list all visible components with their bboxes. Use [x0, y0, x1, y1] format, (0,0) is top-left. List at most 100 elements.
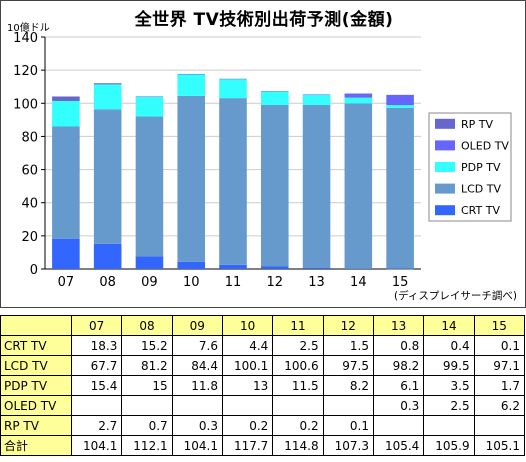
bar-pdp-tv-10 [177, 74, 206, 96]
table-cell: 4.4 [221, 335, 274, 356]
table-cell: 105.4 [372, 435, 425, 456]
table-cell: 98.2 [372, 355, 425, 376]
table-cell: 100.1 [221, 355, 274, 376]
table-row-label: OLED TV [0, 395, 72, 416]
legend-label: RP TV [461, 118, 493, 131]
table-cell: 2.5 [272, 335, 324, 356]
bar-oled-tv-14 [344, 93, 373, 98]
bar-pdp-tv-07 [52, 100, 80, 127]
bar-pdp-tv-11 [219, 79, 247, 99]
bar-crt-tv-12 [260, 266, 289, 269]
bar-pdp-tv-08 [93, 84, 122, 110]
table-cell: 104.1 [171, 435, 223, 456]
bar-oled-tv-13 [302, 94, 331, 95]
table-header-cell: 12 [322, 315, 374, 336]
legend-label: CRT TV [461, 204, 500, 217]
table-header-cell: 07 [70, 315, 123, 336]
table-cell: 0.2 [272, 415, 324, 436]
table-cell: 112.1 [121, 435, 173, 456]
bar-rp-tv-10 [177, 73, 206, 75]
x-tick-label: 14 [350, 275, 367, 290]
table-row: OLED TV 0.3 2.5 6.2 [0, 395, 526, 416]
table-cell: 7.6 [171, 335, 223, 356]
table-cell: 100.6 [272, 355, 324, 376]
bar-crt-tv-08 [93, 243, 122, 269]
bar-pdp-tv-14 [344, 97, 373, 104]
table-cell: 0.1 [473, 335, 526, 356]
table-row-label: 合計 [0, 435, 72, 456]
table-header-row: 07 08 09 10 11 12 13 14 15 [0, 315, 526, 336]
table-cell: 99.5 [423, 355, 475, 376]
bar-pdp-tv-13 [302, 94, 331, 105]
table-cell: 1.7 [473, 375, 526, 396]
table-cell: 15 [121, 375, 173, 396]
y-tick-label: 20 [21, 230, 38, 245]
table-cell: 0.3 [171, 415, 223, 436]
table-cell: 0.1 [322, 415, 374, 436]
table-cell [272, 395, 324, 416]
chart-title: 全世界 TV技術別出荷予測(金額) [134, 10, 394, 30]
table-cell: 81.2 [121, 355, 173, 376]
x-tick-label: 07 [58, 275, 75, 290]
table-cell: 2.5 [423, 395, 475, 416]
table-corner-cell [0, 315, 72, 336]
stacked-bar-chart: 0 20 40 60 80 100 120 140 07 08 09 10 11 12 13 14 15 RP T… [13, 31, 512, 290]
y-tick-label: 140 [13, 31, 38, 46]
bar-rp-tv-09 [135, 96, 164, 97]
table-cell: 15.2 [121, 335, 173, 356]
table-cell: 1.5 [322, 335, 374, 356]
table-cell: 6.1 [372, 375, 425, 396]
table-cell: 97.1 [473, 355, 526, 376]
table-row-label: PDP TV [0, 375, 72, 396]
bar-crt-tv-09 [135, 256, 164, 269]
legend-label: PDP TV [461, 161, 501, 174]
table-cell [171, 395, 223, 416]
table-header-cell: 14 [423, 315, 475, 336]
table-row: RP TV 2.7 0.7 0.3 0.2 0.2 0.1 [0, 415, 526, 436]
table-cell: 6.2 [473, 395, 526, 416]
bar-lcd-tv-15 [386, 107, 414, 269]
table-header-cell: 08 [121, 315, 173, 336]
bar-pdp-tv-15 [386, 105, 414, 108]
table-cell [70, 395, 123, 416]
x-tick-label: 11 [225, 275, 242, 290]
bar-crt-tv-14 [344, 268, 373, 269]
bar-lcd-tv-11 [219, 98, 247, 265]
bar-lcd-tv-09 [135, 116, 164, 257]
data-table: 07 08 09 10 11 12 13 14 15 CRT TV 18.3 15.2 7.6 4.4 2.… [0, 315, 526, 456]
table-cell: 11.5 [272, 375, 324, 396]
table-cell: 104.1 [70, 435, 123, 456]
legend-swatch [435, 162, 455, 172]
bar-crt-tv-10 [177, 261, 206, 269]
bar-rp-tv-08 [93, 83, 122, 85]
table-cell: 114.8 [272, 435, 324, 456]
y-tick-label: 60 [21, 164, 38, 179]
legend-swatch [435, 118, 455, 129]
y-tick-label: 0 [30, 263, 38, 278]
table-cell: 13 [221, 375, 274, 396]
x-tick-label: 15 [392, 275, 409, 290]
y-tick-label: 120 [13, 64, 38, 79]
x-tick-label: 13 [308, 275, 325, 290]
bar-rp-tv-12 [260, 91, 289, 92]
table-row-label: LCD TV [0, 355, 72, 376]
table-cell: 67.7 [70, 355, 123, 376]
table-header-cell: 09 [171, 315, 223, 336]
x-tick-label: 08 [99, 275, 116, 290]
legend-label: LCD TV [461, 183, 501, 196]
y-tick-label: 40 [21, 197, 38, 212]
bar-lcd-tv-07 [52, 126, 80, 239]
source-note: (ディスプレイサーチ調べ) [394, 290, 517, 302]
table-header-cell: 11 [272, 315, 324, 336]
table-cell: 15.4 [70, 375, 123, 396]
table-header-cell: 13 [372, 315, 425, 336]
table-cell: 11.8 [171, 375, 223, 396]
legend-swatch [435, 183, 455, 194]
table-cell [121, 395, 173, 416]
y-axis-label: 10億ドル [7, 23, 50, 34]
table-cell: 0.8 [372, 335, 425, 356]
y-tick-label: 80 [21, 130, 38, 145]
chart-panel: 0 20 40 60 80 100 120 140 07 08 09 10 11 12 13 14 15 RP T… [0, 0, 526, 308]
bar-rp-tv-07 [52, 96, 80, 101]
table-cell: 107.3 [322, 435, 374, 456]
